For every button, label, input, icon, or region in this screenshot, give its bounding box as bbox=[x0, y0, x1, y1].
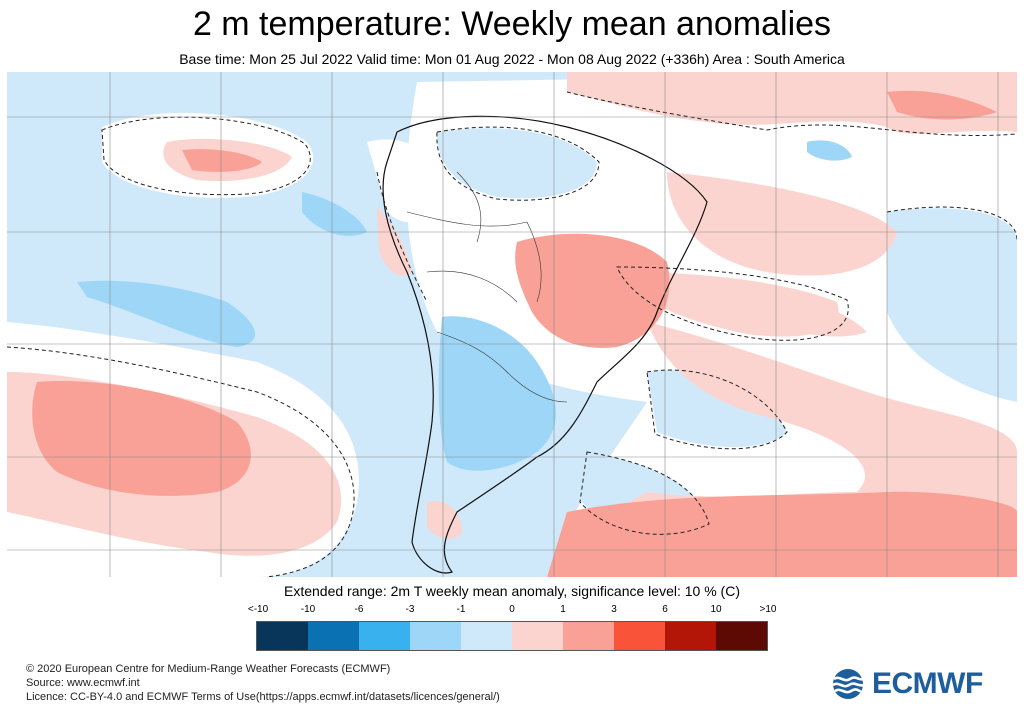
colorbar-title: Extended range: 2m T weekly mean anomaly… bbox=[283, 583, 740, 599]
colorbar-label: >10 bbox=[759, 604, 777, 615]
colorbar-swatch-2 bbox=[359, 622, 410, 650]
ecmwf-wave-icon bbox=[832, 669, 864, 699]
colorbar-swatch-5 bbox=[512, 622, 563, 650]
chart-subtitle: Base time: Mon 25 Jul 2022 Valid time: M… bbox=[179, 51, 845, 67]
colorbar-label: 10 bbox=[710, 604, 722, 615]
footer: © 2020 European Centre for Medium-Range … bbox=[26, 662, 500, 704]
anomaly-map bbox=[7, 72, 1017, 577]
logo-text: ECMWF bbox=[872, 667, 983, 700]
coastline bbox=[382, 115, 708, 574]
copyright-text: © 2020 European Centre for Medium-Range … bbox=[26, 663, 391, 675]
colorbar-label: 6 bbox=[662, 604, 668, 615]
colorbar-swatch-4 bbox=[461, 622, 512, 650]
colorbar-label: 1 bbox=[560, 604, 566, 615]
graticule bbox=[7, 72, 1017, 577]
moderate-cold-anomaly-areas bbox=[77, 140, 852, 471]
colorbar-label: 0 bbox=[509, 604, 515, 615]
significance-contours bbox=[7, 91, 1017, 577]
colorbar-swatch-3 bbox=[410, 622, 461, 650]
colorbar-swatch-1 bbox=[308, 622, 359, 650]
colorbar-labels: <-10 -10 -6 -3 -1 0 1 3 6 10 >10 bbox=[230, 604, 790, 618]
colorbar-swatch-6 bbox=[563, 622, 614, 650]
country-borders bbox=[406, 171, 568, 403]
weak-cold-anomaly-areas bbox=[437, 128, 1017, 533]
colorbar bbox=[256, 621, 768, 651]
colorbar-swatch-0 bbox=[257, 622, 308, 650]
chart-title: 2 m temperature: Weekly mean anomalies bbox=[192, 5, 832, 43]
colorbar-label: -6 bbox=[354, 604, 364, 615]
colorbar-label: 3 bbox=[611, 604, 617, 615]
colorbar-label: -1 bbox=[456, 604, 466, 615]
source-text: Source: www.ecmwf.int bbox=[26, 677, 140, 689]
colorbar-label: -3 bbox=[405, 604, 415, 615]
colorbar-swatch-9 bbox=[716, 622, 767, 650]
colorbar-swatch-7 bbox=[614, 622, 665, 650]
colorbar-swatch-8 bbox=[665, 622, 716, 650]
colorbar-label: <-10 bbox=[247, 604, 269, 615]
colorbar-label: -10 bbox=[300, 604, 316, 615]
ecmwf-logo[interactable]: ECMWF bbox=[828, 668, 1000, 700]
licence-text: Licence: CC-BY-4.0 and ECMWF Terms of Us… bbox=[26, 691, 500, 703]
